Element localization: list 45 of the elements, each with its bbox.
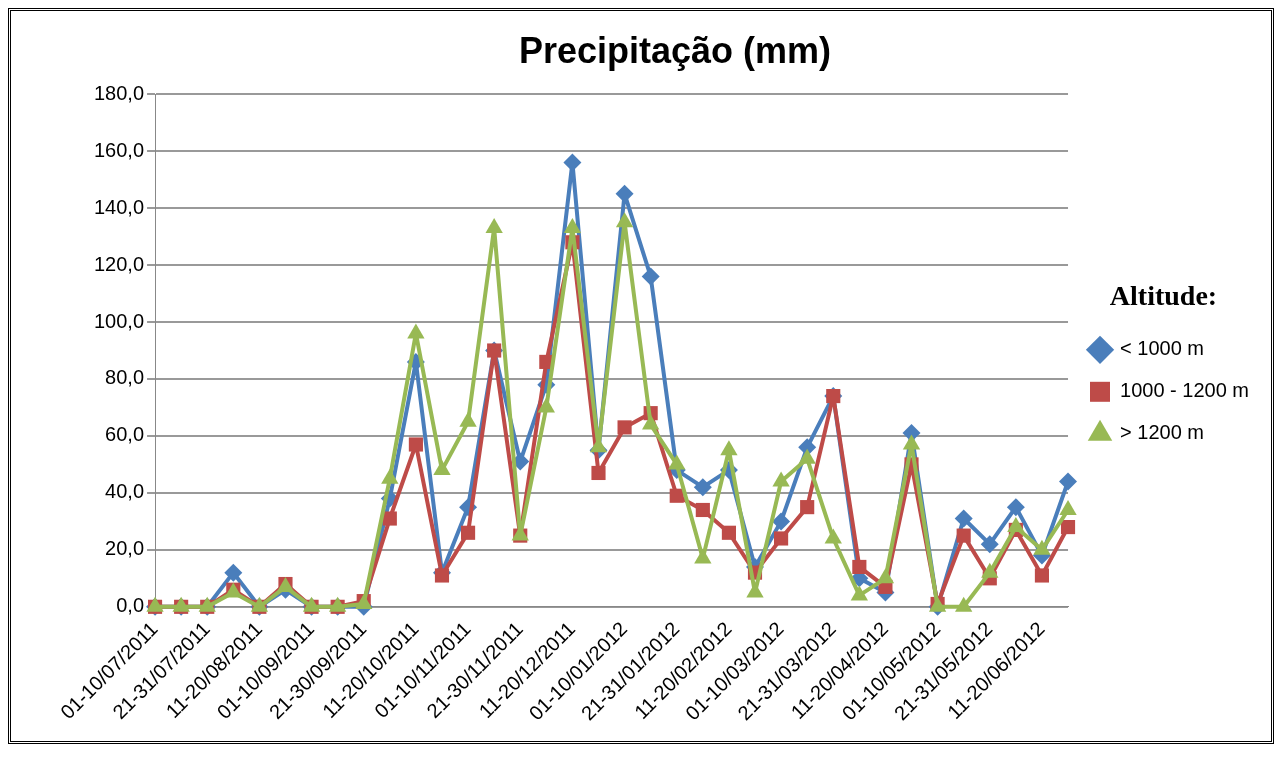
point (1059, 472, 1078, 491)
point (382, 511, 397, 526)
point (641, 267, 660, 286)
point (1060, 520, 1076, 535)
point (563, 218, 582, 234)
point (800, 500, 815, 515)
point (720, 440, 738, 456)
point (774, 531, 789, 546)
point (695, 502, 710, 518)
point (980, 535, 999, 554)
y-tick-label: 20,0 (105, 537, 145, 560)
point (617, 420, 632, 435)
point (954, 509, 973, 528)
y-tick-label: 120,0 (93, 252, 145, 275)
point (956, 528, 971, 543)
point (772, 512, 791, 531)
point (669, 488, 684, 503)
point (1007, 517, 1025, 533)
point (852, 559, 867, 575)
y-tick-label: 160,0 (93, 138, 145, 161)
y-tick-label: 80,0 (105, 366, 145, 389)
point (591, 465, 606, 481)
point (461, 525, 476, 540)
point (485, 218, 503, 234)
point (615, 212, 634, 228)
point (433, 460, 451, 476)
legend-label: 1000 - 1200 m (1120, 379, 1250, 402)
point (1034, 568, 1050, 583)
point (408, 437, 423, 452)
legend-label: < 1000 m (1120, 337, 1204, 360)
legend-label: > 1200 m (1120, 421, 1204, 444)
point (1006, 498, 1025, 517)
point (721, 525, 736, 540)
y-tick-label: 40,0 (105, 480, 145, 503)
point (434, 568, 450, 583)
point (693, 478, 712, 497)
point (407, 323, 425, 339)
point (224, 563, 243, 582)
y-tick-label: 60,0 (105, 423, 145, 446)
chart-title: Precipitação (mm) (518, 29, 832, 71)
y-tick-label: 140,0 (93, 195, 145, 218)
y-tick-label: 0,0 (116, 594, 145, 617)
legend-title: Altitude: (1109, 280, 1218, 312)
y-tick-label: 100,0 (93, 309, 145, 332)
y-tick-label: 180,0 (93, 81, 145, 104)
